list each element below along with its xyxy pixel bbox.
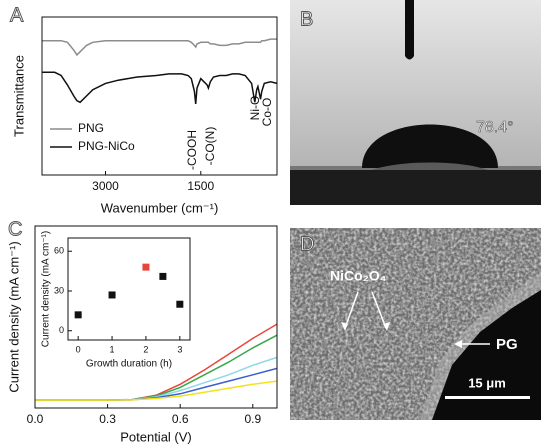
contact-angle-label: 78.4°: [476, 119, 514, 136]
x-tick-label: 2: [143, 344, 148, 354]
x-axis-label: Potential (V): [120, 429, 192, 444]
x-axis-label: Wavenumber (cm⁻¹): [101, 200, 219, 215]
x-tick-label: 1500: [187, 179, 214, 193]
x-tick-label: 0.9: [244, 412, 261, 426]
scale-bar: [445, 396, 530, 399]
x-tick-label: 3000: [92, 179, 119, 193]
panel-label: A: [10, 4, 24, 26]
point: [109, 291, 116, 298]
x-tick-label: 3: [177, 344, 182, 354]
figure: 78.4° B NiCo₂O₄ PG 15 μm D A C 30001500W…: [0, 0, 541, 444]
panel-label: D: [300, 233, 314, 255]
substrate-label: PG: [496, 336, 518, 353]
annotation: -COOH: [185, 130, 199, 170]
scale-bar-label: 15 μm: [468, 375, 506, 390]
y-tick-label: 60: [54, 246, 64, 256]
x-tick-label: 0.6: [172, 412, 189, 426]
substrate: [290, 168, 541, 205]
point: [75, 311, 82, 318]
series-line: [42, 72, 277, 104]
x-tick-label: 0.0: [27, 412, 44, 426]
chart: 3000 1500 Wavenumber (cm⁻¹) Transmittance PN…: [11, 17, 277, 215]
legend-label: PNG-NiCo: [78, 139, 135, 153]
point: [176, 301, 183, 308]
panel-label: C: [8, 218, 22, 240]
annotation: -CO(N): [203, 127, 217, 166]
y-axis-label: Transmittance: [11, 55, 26, 137]
y-tick-label: 0: [59, 325, 64, 335]
x-tick-label: 0: [76, 344, 81, 354]
inset-background: [68, 238, 190, 340]
needle: [405, 0, 414, 60]
contact-angle-photo: 78.4° B: [290, 0, 541, 205]
x-axis-label: Growth duration (h): [86, 359, 172, 370]
y-tick-label: 30: [54, 285, 64, 295]
film-label: NiCo₂O₄: [330, 268, 386, 284]
point: [159, 273, 166, 280]
annotation: Co-O: [260, 98, 274, 127]
sem-image: NiCo₂O₄ PG 15 μm D: [290, 228, 541, 420]
x-tick-label: 1: [110, 344, 115, 354]
series-line: [42, 39, 277, 55]
panel-label: B: [300, 8, 313, 30]
x-tick-label: 0.3: [99, 412, 116, 426]
y-axis-label: Current density (mA cm⁻¹): [41, 231, 52, 347]
point: [142, 264, 149, 271]
legend-label: PNG: [78, 121, 104, 135]
y-axis-label: Current density (mA cm⁻¹): [6, 241, 21, 392]
